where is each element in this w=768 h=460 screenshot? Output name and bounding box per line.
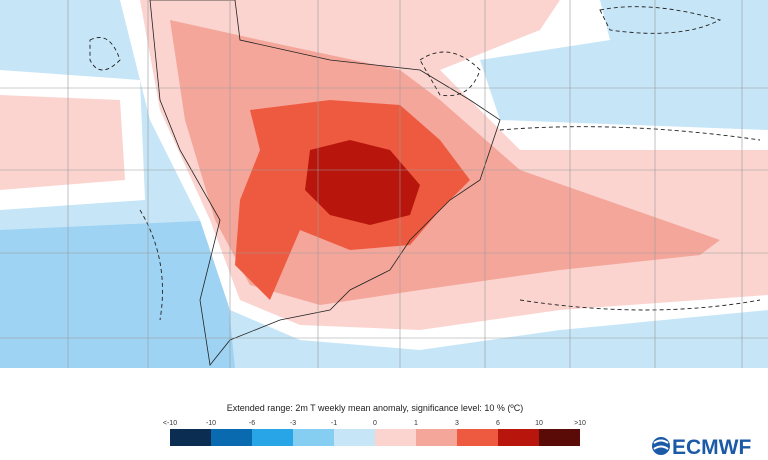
logo-waves bbox=[653, 439, 669, 450]
cold-anomaly-area bbox=[0, 220, 235, 368]
continent-outline bbox=[149, 0, 501, 366]
colorbar-label: 10 bbox=[535, 420, 543, 427]
colorbar-label: 6 bbox=[496, 420, 500, 427]
weak-warm-area bbox=[0, 95, 125, 190]
very-strong-warm-area bbox=[305, 140, 420, 225]
colorbar-label: 0 bbox=[373, 420, 377, 427]
graticule bbox=[0, 0, 768, 368]
colorbar-swatch bbox=[211, 429, 252, 446]
colorbar-label: -3 bbox=[290, 420, 296, 427]
colorbar-swatch bbox=[416, 429, 457, 446]
legend-title: Extended range: 2m T weekly mean anomaly… bbox=[227, 403, 523, 413]
colorbar-label: 3 bbox=[455, 420, 459, 427]
colorbar-label: 1 bbox=[414, 420, 418, 427]
colorbar-swatch bbox=[539, 429, 580, 446]
map bbox=[0, 0, 768, 368]
colorbar-label: -1 bbox=[331, 420, 337, 427]
colorbar-swatch bbox=[498, 429, 539, 446]
colorbar-swatch bbox=[293, 429, 334, 446]
colorbar-swatch bbox=[334, 429, 375, 446]
colorbar-swatch bbox=[170, 429, 211, 446]
colorbar-label: <-10 bbox=[163, 420, 177, 427]
colorbar-swatch bbox=[252, 429, 293, 446]
colorbar-label: -6 bbox=[249, 420, 255, 427]
significance-contour bbox=[89, 6, 761, 321]
logo: ECMWF bbox=[652, 436, 751, 459]
colorbar-swatch bbox=[375, 429, 416, 446]
colorbar-label: >10 bbox=[574, 420, 586, 427]
colorbar: <-10 -10 -6 -3 -1 0 1 3 6 10 >10 bbox=[163, 420, 586, 446]
logo-text: ECMWF bbox=[672, 436, 751, 459]
colorbar-label: -10 bbox=[206, 420, 216, 427]
colorbar-swatch bbox=[457, 429, 498, 446]
